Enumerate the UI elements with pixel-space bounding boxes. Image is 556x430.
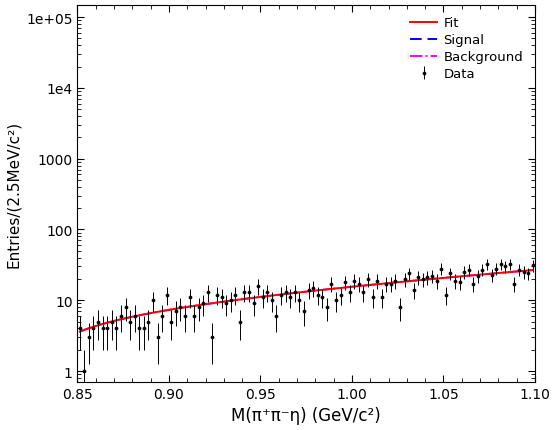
Background <box>507 270 513 275</box>
Fit <box>346 285 353 290</box>
Background <box>346 285 353 290</box>
Background <box>163 308 170 313</box>
Fit <box>163 308 170 313</box>
Y-axis label: Entries/(2.5MeV/c²): Entries/(2.5MeV/c²) <box>6 120 21 267</box>
Line: Fit: Fit <box>80 270 533 332</box>
Background <box>310 289 316 294</box>
Fit <box>182 305 188 310</box>
X-axis label: M(π⁺π⁻η) (GeV/c²): M(π⁺π⁻η) (GeV/c²) <box>231 406 381 424</box>
Legend: Fit, Signal, Background, Data: Fit, Signal, Background, Data <box>405 12 528 86</box>
Background <box>493 271 499 276</box>
Fit <box>493 271 499 276</box>
Fit <box>529 268 536 273</box>
Fit <box>507 270 513 275</box>
Background <box>182 305 188 310</box>
Fit <box>310 289 316 294</box>
Line: Background: Background <box>80 270 533 332</box>
Background <box>76 329 83 335</box>
Fit <box>76 329 83 335</box>
Background <box>529 268 536 273</box>
